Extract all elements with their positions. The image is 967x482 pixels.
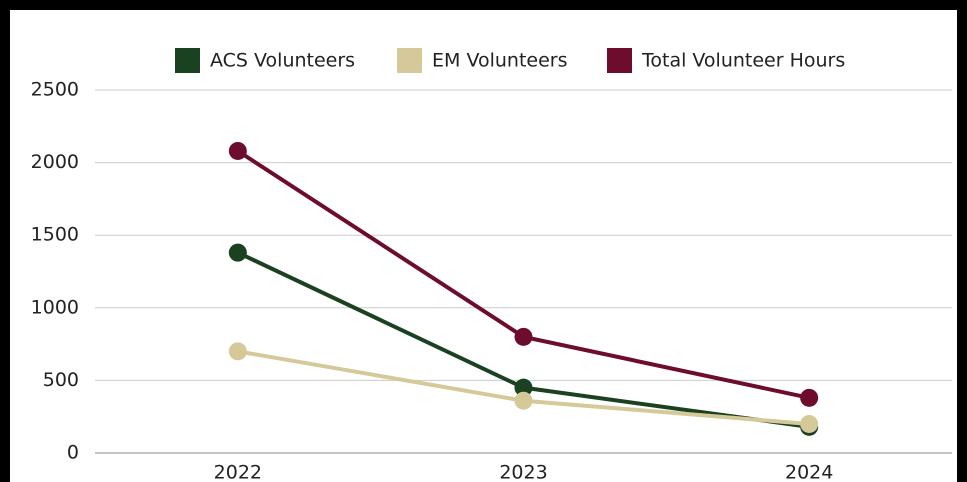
legend-label: Total Volunteer Hours bbox=[641, 50, 845, 72]
y-tick-label: 2500 bbox=[31, 79, 79, 101]
point bbox=[228, 141, 247, 160]
legend-swatch bbox=[397, 48, 422, 73]
legend-label: EM Volunteers bbox=[432, 50, 568, 72]
x-tick-label: 2024 bbox=[785, 462, 833, 482]
point bbox=[800, 388, 819, 407]
legend-swatch bbox=[175, 48, 200, 73]
legend-label: ACS Volunteers bbox=[210, 50, 355, 72]
x-tick-label: 2022 bbox=[214, 462, 262, 482]
y-tick-label: 0 bbox=[67, 442, 79, 464]
point bbox=[228, 243, 247, 262]
point bbox=[514, 391, 533, 410]
y-tick-label: 1000 bbox=[31, 296, 79, 318]
y-tick-label: 500 bbox=[43, 369, 79, 391]
point bbox=[228, 342, 247, 361]
legend-swatch bbox=[607, 48, 632, 73]
y-tick-label: 2000 bbox=[31, 151, 79, 173]
point bbox=[514, 378, 533, 397]
x-tick-label: 2023 bbox=[499, 462, 547, 482]
point bbox=[800, 414, 819, 433]
y-tick-label: 1500 bbox=[31, 224, 79, 246]
point bbox=[514, 327, 533, 346]
